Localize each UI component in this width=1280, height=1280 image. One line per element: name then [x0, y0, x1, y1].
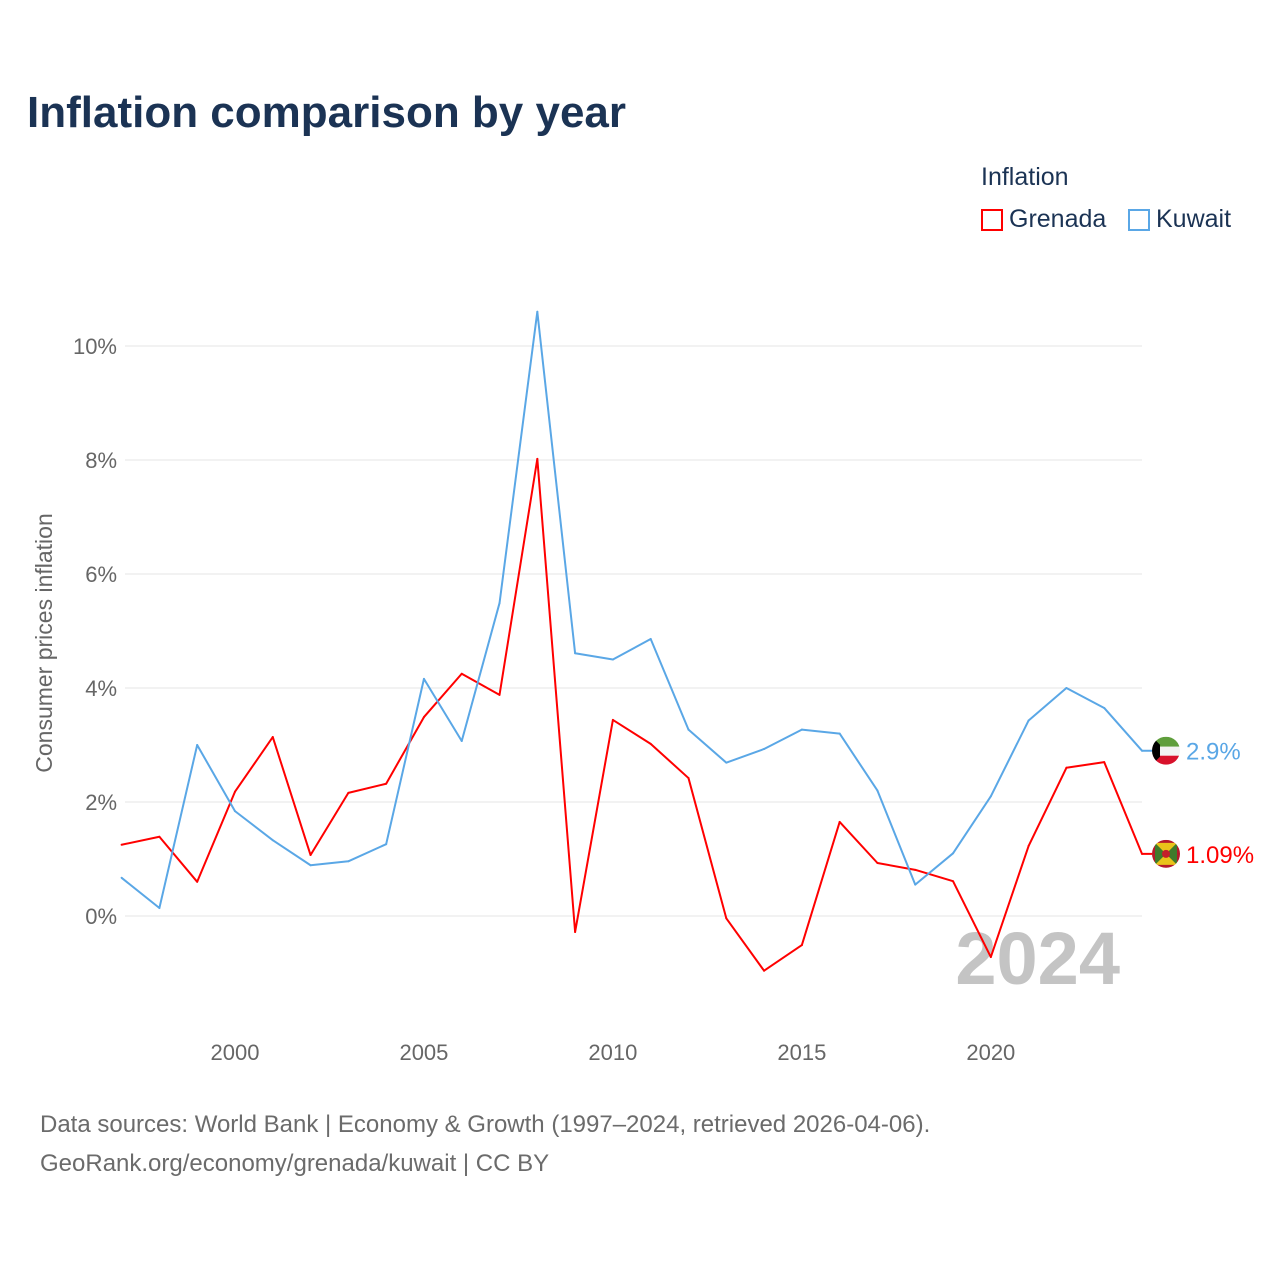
- data-point-grenada: [952, 880, 955, 883]
- x-tick-label: 2010: [588, 1040, 637, 1065]
- data-point-kuwait: [196, 744, 199, 746]
- data-point-grenada: [763, 969, 766, 972]
- data-point-kuwait: [385, 843, 388, 846]
- data-point-kuwait: [763, 747, 766, 750]
- data-point-kuwait: [838, 732, 841, 735]
- series-line-kuwait: [120, 310, 1152, 910]
- data-point-grenada: [1141, 852, 1143, 855]
- data-point-kuwait: [1103, 706, 1106, 709]
- y-tick-label: 8%: [85, 448, 117, 473]
- data-point-kuwait: [422, 677, 425, 680]
- data-point-grenada: [233, 790, 236, 793]
- data-point-kuwait: [271, 839, 274, 842]
- footer-link[interactable]: GeoRank.org/economy/grenada/kuwait | CC …: [40, 1150, 550, 1177]
- legend-swatch-kuwait: [1128, 208, 1150, 231]
- data-point-grenada: [385, 782, 388, 785]
- data-point-kuwait: [989, 795, 992, 798]
- data-point-grenada: [120, 843, 123, 846]
- data-point-grenada: [649, 742, 652, 745]
- year-watermark: 2024: [955, 917, 1120, 1000]
- kuwait-flag-icon: [1152, 736, 1180, 765]
- data-point-kuwait: [460, 740, 463, 743]
- data-point-kuwait: [1027, 719, 1030, 722]
- data-point-kuwait: [1065, 687, 1068, 689]
- data-point-grenada: [687, 777, 690, 780]
- data-point-grenada: [422, 716, 425, 719]
- data-point-grenada: [876, 861, 879, 864]
- data-point-kuwait: [876, 789, 879, 792]
- data-point-grenada: [498, 693, 501, 696]
- data-point-kuwait: [120, 876, 123, 879]
- data-point-kuwait: [952, 852, 955, 855]
- data-point-grenada: [196, 880, 199, 883]
- x-tick-label: 2000: [211, 1040, 260, 1065]
- x-tick-label: 2015: [777, 1040, 826, 1065]
- data-point-kuwait: [536, 310, 539, 313]
- x-tick-label: 2020: [966, 1040, 1015, 1065]
- data-point-grenada: [158, 835, 161, 838]
- data-point-grenada: [271, 736, 274, 739]
- data-point-grenada: [914, 868, 917, 871]
- data-point-kuwait: [498, 602, 501, 605]
- legend-item-kuwait[interactable]: Kuwait: [1128, 205, 1231, 234]
- end-value-label-kuwait: 2.9%: [1186, 739, 1241, 766]
- data-point-grenada: [460, 672, 463, 675]
- data-point-kuwait: [800, 728, 803, 731]
- data-point-kuwait: [347, 860, 350, 863]
- legend-item-grenada[interactable]: Grenada: [981, 205, 1106, 234]
- data-point-grenada: [536, 457, 539, 460]
- chart-title: Inflation comparison by year: [27, 88, 627, 137]
- y-axis-label: Consumer prices inflation: [31, 513, 57, 773]
- data-point-kuwait: [233, 810, 236, 813]
- data-point-kuwait: [687, 728, 690, 731]
- data-point-grenada: [309, 854, 312, 857]
- footer-sources: Data sources: World Bank | Economy & Gro…: [40, 1111, 931, 1138]
- data-point-kuwait: [574, 652, 577, 655]
- end-value-label-grenada: 1.09%: [1186, 842, 1254, 869]
- data-point-kuwait: [725, 761, 728, 764]
- data-point-kuwait: [1141, 749, 1143, 752]
- data-point-kuwait: [914, 883, 917, 886]
- y-tick-label: 0%: [85, 904, 117, 929]
- data-point-kuwait: [158, 907, 161, 910]
- legend-title: Inflation: [981, 163, 1069, 191]
- data-point-grenada: [725, 917, 728, 920]
- y-tick-label: 4%: [85, 676, 117, 701]
- data-point-grenada: [611, 718, 614, 721]
- data-point-grenada: [1027, 844, 1030, 847]
- y-tick-label: 2%: [85, 790, 117, 815]
- series-line-grenada: [121, 457, 1152, 972]
- footer: Data sources: World Bank | Economy & Gro…: [40, 1105, 930, 1183]
- data-point-kuwait: [611, 658, 614, 661]
- legend-label-grenada: Grenada: [1009, 205, 1107, 233]
- data-point-kuwait: [649, 637, 652, 640]
- legend-swatch-grenada: [981, 208, 1003, 231]
- data-point-grenada: [1103, 761, 1106, 764]
- data-point-grenada: [347, 791, 350, 794]
- data-point-grenada: [800, 944, 803, 947]
- grenada-flag-icon: [1152, 839, 1180, 868]
- x-tick-label: 2005: [399, 1040, 448, 1065]
- data-point-grenada: [838, 820, 841, 823]
- data-point-grenada: [1065, 766, 1068, 769]
- y-tick-label: 6%: [85, 562, 117, 587]
- data-point-kuwait: [309, 864, 312, 867]
- data-point-grenada: [574, 930, 577, 933]
- legend-label-kuwait: Kuwait: [1156, 205, 1232, 233]
- data-point-grenada: [989, 956, 992, 959]
- y-tick-label: 10%: [73, 334, 117, 359]
